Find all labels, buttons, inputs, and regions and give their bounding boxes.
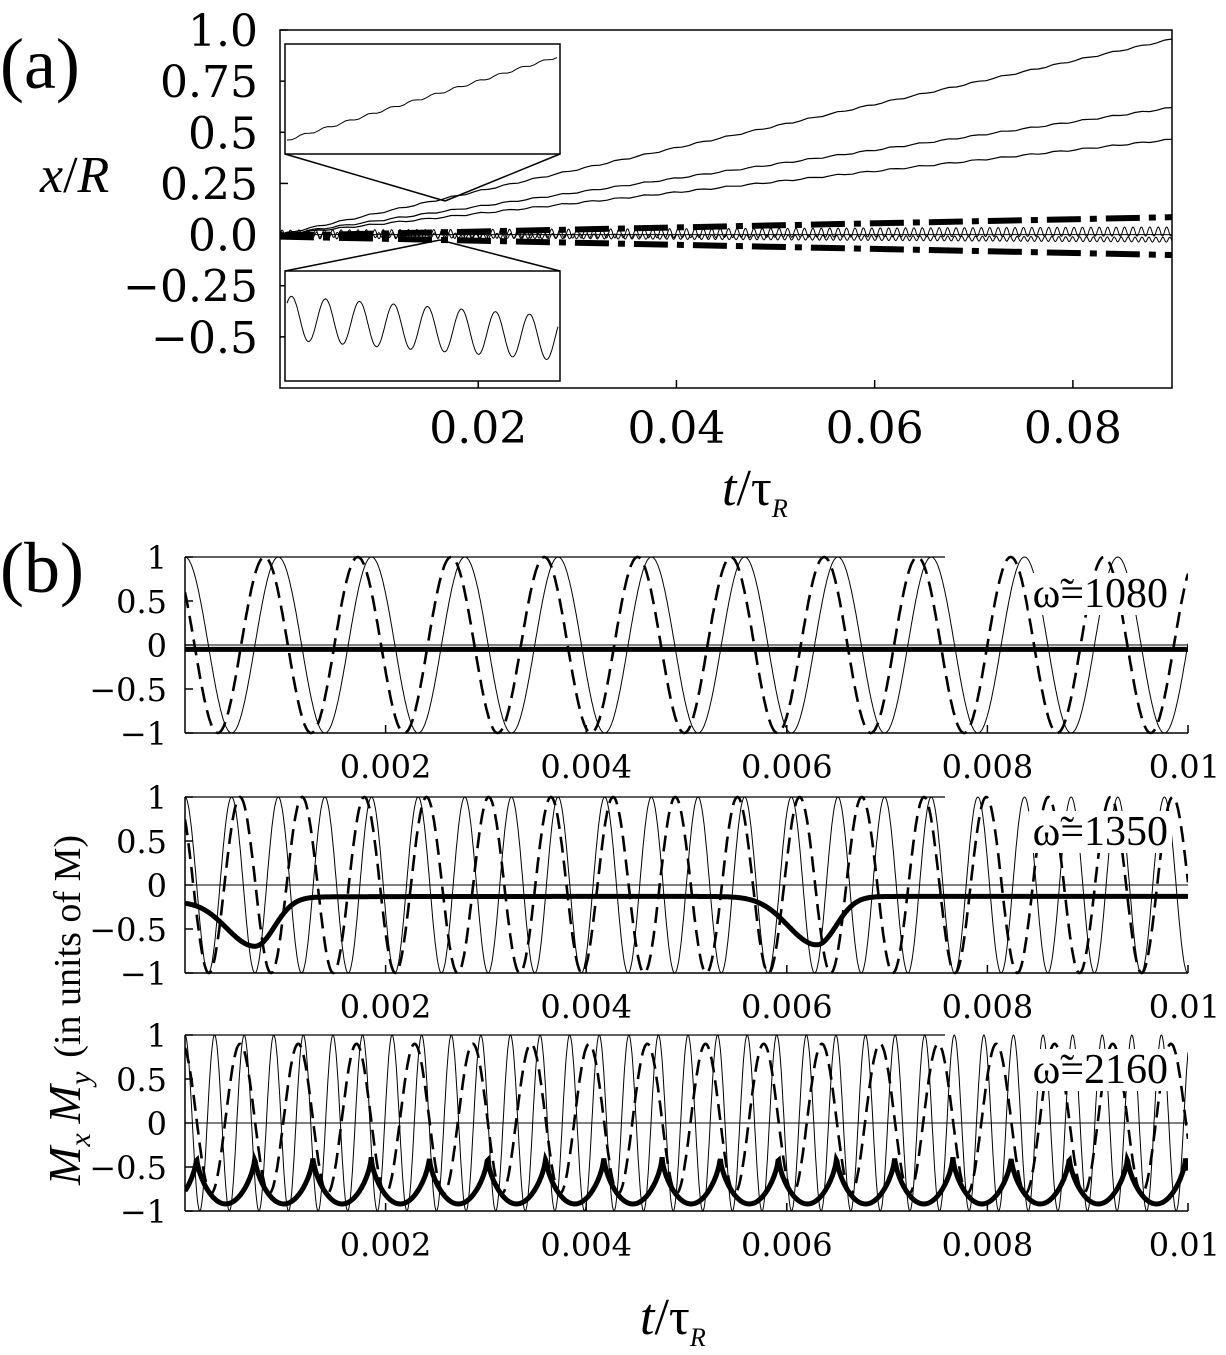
inset-lower [284,239,561,382]
ytick-label: 0.0 [188,211,258,262]
xtick-label: 0.002 [340,1226,432,1264]
xtick-label: 0.002 [340,988,432,1026]
xtick-label: 0.04 [627,403,725,454]
xtick-label: 0.06 [826,403,924,454]
series-mx [185,796,1188,974]
inset-lower-line [286,295,559,361]
xtick-label: 0.004 [540,748,632,786]
xtick-label: 0.08 [1024,403,1122,454]
series-dashdot-6 [279,233,1173,259]
ytick-label: 0.5 [188,108,258,159]
panel-b-label: (b) [0,528,84,608]
panel-a-xticks: 0.02 0.04 0.06 0.08 [429,380,1122,454]
panel-a-xlabel: t/τR [722,460,788,523]
series-line-0 [279,38,1173,236]
xtick-label: 0.006 [741,1226,833,1264]
xtick-label: 0.008 [942,988,1034,1026]
ytick-label: −0.5 [89,1149,167,1187]
inset-lower-connector-right [439,239,561,272]
omega-annotation: ω̃=2160 [1033,1047,1168,1093]
ytick-label: 0.5 [116,823,167,861]
panel-a-series [279,38,1173,259]
ytick-label: −1 [120,955,167,993]
omega-value: =1350 [1060,809,1168,855]
annotation-backdrop [1028,573,1172,615]
xtick-label: 0.008 [942,1226,1034,1264]
panel-a-plot: 1.00.750.50.250.0−0.25−0.5 0.02 0.04 0.06 0… [39,6,1173,523]
ytick-label: 1 [147,779,167,817]
series-group [185,1034,1188,1212]
xtick-label: 0.01 [1149,1226,1220,1264]
inset-upper [284,43,561,202]
ytick-label: 1 [147,1017,167,1055]
series-mz [185,893,1188,949]
xtick-label: 0.004 [540,1226,632,1264]
ytick-label: 0.75 [160,57,258,108]
omega-annotation: ω̃=1080 [1033,571,1168,617]
xtick-label: 0.006 [741,988,833,1026]
inset-lower-connector-left [284,239,441,272]
series-line-2 [279,138,1173,236]
xtick-label: 0.02 [429,403,527,454]
xtick-label: 0.01 [1149,988,1220,1026]
xtick-label: 0.002 [340,748,432,786]
series-mx [185,1034,1188,1212]
inset-lower-frame [284,270,561,382]
ytick-label: 0.5 [116,583,167,621]
series-mx [185,556,1188,734]
series-my [185,795,1188,975]
ytick-label: −0.5 [89,671,167,709]
annotation-backdrop [1028,811,1172,853]
ytick-label: 0 [147,1105,167,1143]
ytick-label: −1 [120,1193,167,1231]
series-group [185,795,1188,975]
ytick-label: −0.5 [151,313,258,364]
panel-b-ylabel: MxMy(in units of M) [39,835,97,1186]
ytick-label: 1.0 [188,6,258,57]
annotation-backdrop [1028,1049,1172,1091]
ytick-label: −1 [120,715,167,753]
inset-upper-connector-right [444,153,561,202]
omega-value: =1080 [1060,571,1168,617]
ytick-label: 0 [147,627,167,665]
panel-b2-plot: 1 0.5 0 −0.5 −1 0.002 0.004 0.006 0.008 0.01 ω̃=13… [89,779,1220,1026]
ytick-label: −0.5 [89,911,167,949]
panel-b1-plot: 1 0.5 0 −0.5 −1 0.002 0.004 0.006 0.008 0.01 ω̃=10… [89,539,1220,786]
series-group [185,555,1188,735]
series-mz [185,1150,1188,1207]
inset-upper-line [286,57,558,141]
panel-a-ylabel: x/R [39,147,109,204]
panel-b-xlabel: t/τR [640,1289,706,1352]
ytick-label: 0.5 [116,1061,167,1099]
panel-a-label: (a) [0,24,80,104]
omega-annotation: ω̃=1350 [1033,809,1168,855]
panel-a-frame [279,29,1173,389]
xtick-label: 0.004 [540,988,632,1026]
series-dashdot-5 [279,214,1173,239]
series-my [185,555,1188,735]
omega-value: =2160 [1060,1047,1168,1093]
panel-a-yticks: 1.00.750.50.250.0−0.25−0.5 [123,6,288,364]
xtick-label: 0.006 [741,748,833,786]
ytick-label: 0 [147,867,167,905]
panel-b3-plot: 1 0.5 0 −0.5 −1 0.002 0.004 0.006 0.008 0.01 ω̃=21… [89,1017,1220,1264]
xtick-label: 0.008 [942,748,1034,786]
series-line-1 [279,107,1173,236]
xtick-label: 0.01 [1149,748,1220,786]
inset-upper-connector-left [284,153,446,202]
ytick-label: 1 [147,539,167,577]
ytick-label: 0.25 [160,159,258,210]
ytick-label: −0.25 [123,262,258,313]
